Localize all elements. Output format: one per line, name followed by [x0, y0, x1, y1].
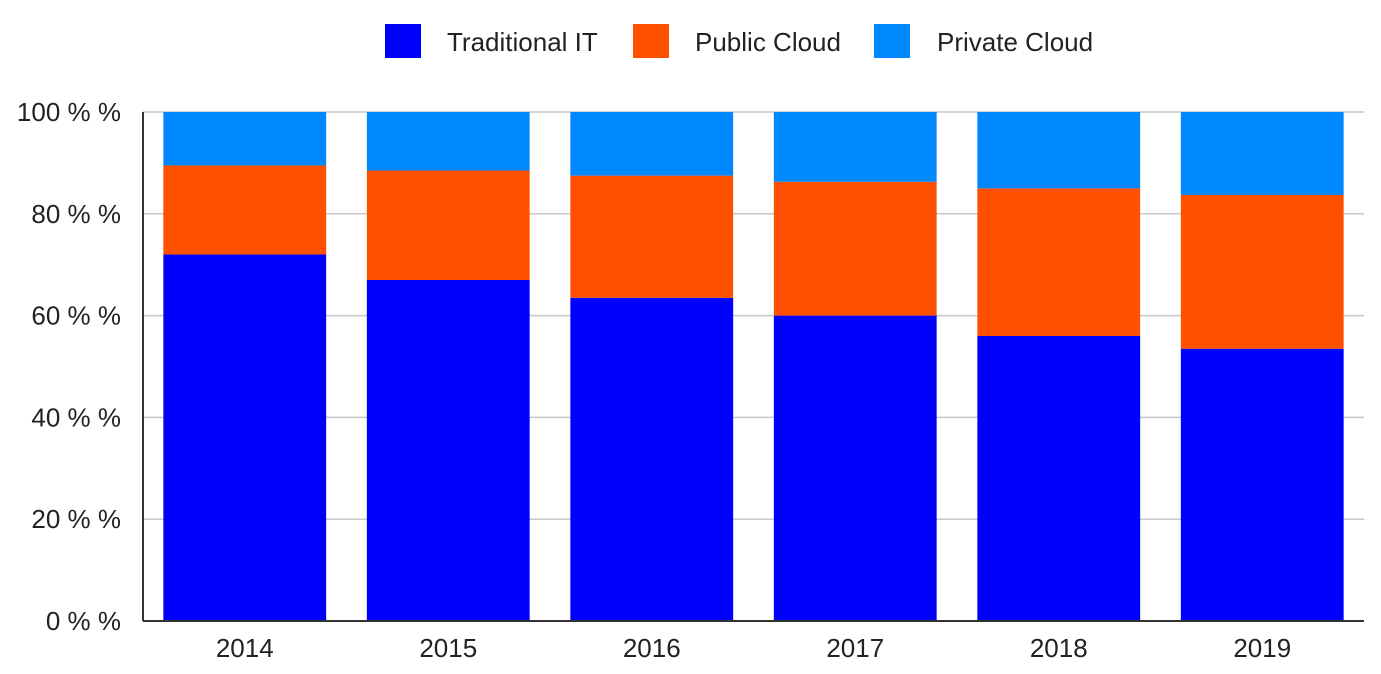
bar-public-cloud-2019 — [1180, 194, 1344, 349]
x-tick-label: 2018 — [1030, 633, 1088, 663]
bar-public-cloud-2014 — [163, 165, 327, 255]
bar-public-cloud-2015 — [366, 170, 530, 280]
bar-private-cloud-2018 — [977, 112, 1141, 189]
legend: Traditional IT Public Cloud Private Cloud — [385, 24, 1093, 58]
legend-swatch-traditional-it — [385, 24, 421, 58]
y-tick-label: 80 % % — [31, 199, 121, 229]
legend-label: Public Cloud — [695, 27, 841, 57]
bar-traditional-it-2014 — [163, 254, 327, 621]
bar-private-cloud-2017 — [773, 112, 937, 182]
bar-traditional-it-2018 — [977, 335, 1141, 621]
y-tick-label: 100 % % — [17, 97, 121, 127]
axes — [142, 112, 1364, 622]
legend-swatch-private-cloud — [874, 24, 910, 58]
y-tick-labels: 0 % % 20 % % 40 % % 60 % % 80 % % 100 % % — [17, 97, 121, 636]
bar-public-cloud-2016 — [570, 175, 734, 298]
bar-private-cloud-2019 — [1180, 112, 1344, 195]
legend-label: Private Cloud — [937, 27, 1093, 57]
x-tick-label: 2017 — [826, 633, 884, 663]
bar-traditional-it-2016 — [570, 297, 734, 621]
bar-traditional-it-2019 — [1180, 348, 1344, 621]
gridlines — [143, 111, 1364, 520]
bar-public-cloud-2017 — [773, 181, 937, 316]
x-tick-labels: 2014 2015 2016 2017 2018 2019 — [216, 633, 1291, 663]
bar-traditional-it-2017 — [773, 315, 937, 621]
legend-label: Traditional IT — [447, 27, 598, 57]
bar-public-cloud-2018 — [977, 188, 1141, 336]
bar-private-cloud-2015 — [366, 112, 530, 171]
y-tick-label: 40 % % — [31, 402, 121, 432]
x-tick-label: 2016 — [623, 633, 681, 663]
y-tick-label: 0 % % — [46, 606, 121, 636]
legend-swatch-public-cloud — [633, 24, 669, 58]
bar-private-cloud-2014 — [163, 112, 327, 166]
bars — [163, 112, 1344, 621]
x-tick-label: 2015 — [419, 633, 477, 663]
bar-traditional-it-2015 — [366, 279, 530, 621]
x-tick-label: 2014 — [216, 633, 274, 663]
bar-private-cloud-2016 — [570, 112, 734, 176]
x-tick-label: 2019 — [1233, 633, 1291, 663]
y-tick-label: 60 % % — [31, 301, 121, 331]
y-tick-label: 20 % % — [31, 504, 121, 534]
